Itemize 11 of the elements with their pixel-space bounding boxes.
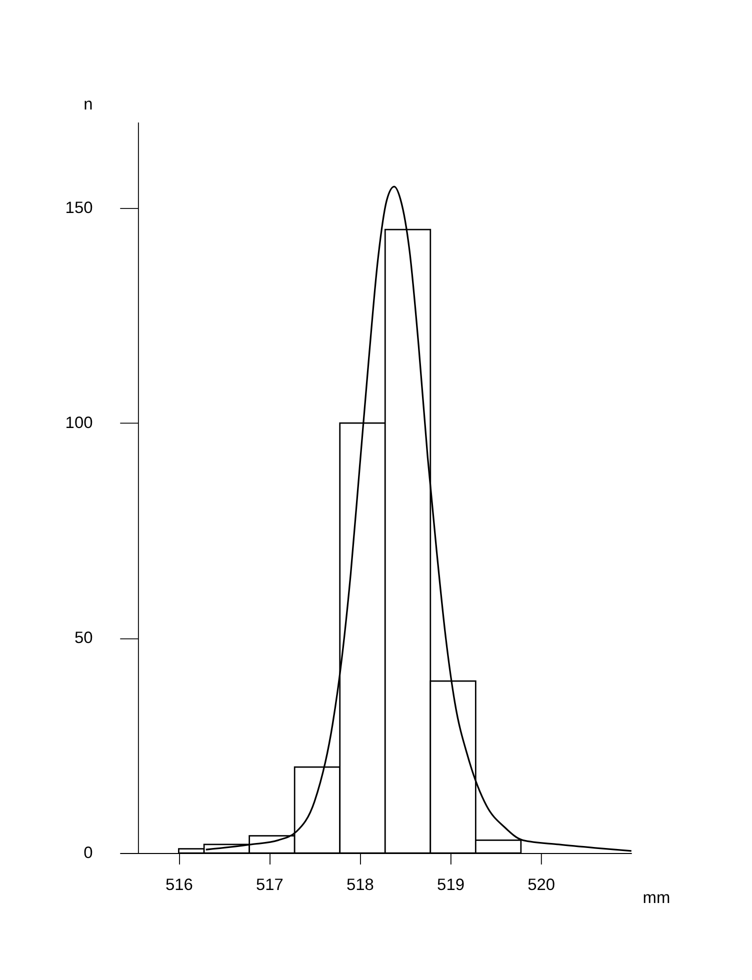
x-axis-title: mm bbox=[642, 888, 670, 907]
x-tick-label: 518 bbox=[346, 876, 374, 894]
y-tick-label: 50 bbox=[74, 629, 93, 648]
y-axis-title: n bbox=[84, 96, 93, 114]
y-tick-label: 100 bbox=[65, 414, 93, 432]
y-tick-label: 150 bbox=[65, 199, 93, 218]
y-tick-label: 0 bbox=[84, 844, 93, 862]
x-tick-label: 516 bbox=[165, 876, 193, 894]
x-tick-label: 517 bbox=[256, 876, 284, 894]
x-tick-label: 519 bbox=[437, 876, 464, 894]
x-tick-label: 520 bbox=[528, 876, 556, 894]
